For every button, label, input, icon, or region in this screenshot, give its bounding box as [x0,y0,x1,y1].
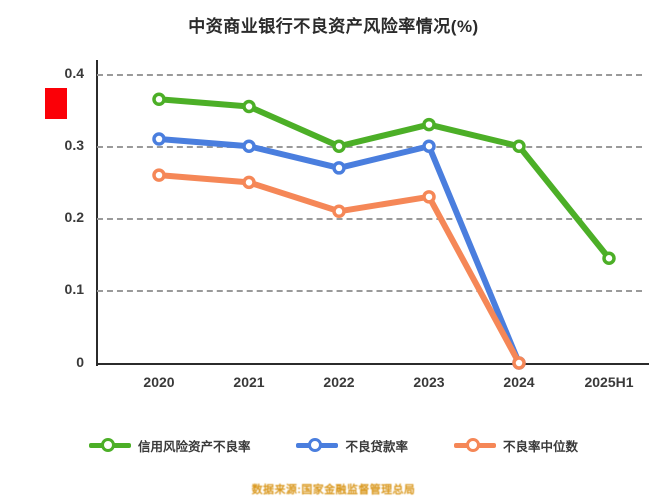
y-axis-labels: 0.4 0.3 0.2 0.1 0 [0,0,92,500]
gridline-0.2 [97,218,642,220]
legend-item-1[interactable]: 不良贷款率 [296,436,408,455]
series-line-2 [156,172,522,366]
data-point-0-5[interactable] [602,251,616,265]
data-point-2-4[interactable] [512,356,526,370]
series-line-0 [156,96,612,262]
data-point-0-4[interactable] [512,139,526,153]
source-note: 数据来源:国家金融监督管理总局 [251,484,416,496]
data-point-0-1[interactable] [242,99,256,114]
x-tick-label-2: 2022 [323,374,355,390]
data-point-1-1[interactable] [242,139,256,153]
y-tick-label-3: 0.1 [64,281,84,297]
gridline-0.3 [97,146,642,148]
legend: 信用风险资产不良率 不良贷款率 不良率中位数 [0,432,667,458]
data-point-0-3[interactable] [422,117,436,132]
x-tick-label-5: 2025H1 [584,374,634,390]
x-tick-label-3: 2023 [413,374,445,390]
legend-dot-2 [466,438,480,452]
data-point-1-2[interactable] [332,161,346,175]
data-point-0-2[interactable] [332,139,346,153]
legend-dot-0 [100,438,115,452]
data-point-1-3[interactable] [422,139,436,153]
data-point-1-0[interactable] [152,132,166,146]
x-tick-label-4: 2024 [503,374,535,390]
x-axis-line [96,363,649,365]
y-tick-label-2: 0.2 [64,209,84,225]
data-point-2-2[interactable] [332,204,346,219]
plot-area [97,60,642,365]
legend-dot-1 [308,438,323,452]
y-axis-line [96,60,98,366]
legend-label-0: 信用风险资产不良率 [137,439,251,454]
data-point-0-0[interactable] [152,92,166,107]
gridline-0.1 [97,290,642,292]
legend-item-0[interactable]: 信用风险资产不良率 [88,436,251,455]
x-tick-label-1: 2021 [233,374,265,390]
data-point-2-3[interactable] [422,190,436,204]
y-tick-label-0: 0.4 [64,65,84,81]
legend-marker-icon-1 [296,437,339,453]
legend-label-2: 不良率中位数 [503,439,579,454]
legend-marker-icon-2 [454,437,496,453]
y-tick-label-4: 0 [76,354,84,370]
legend-marker-icon-0 [88,437,131,453]
data-point-2-0[interactable] [152,168,166,182]
red-marker-badge [45,88,67,119]
legend-label-1: 不良贷款率 [345,439,408,454]
x-tick-label-0: 2020 [143,374,175,390]
page-title: 中资商业银行不良资产风险率情况(%) [188,17,479,36]
legend-item-2[interactable]: 不良率中位数 [454,436,578,455]
gridline-0.4 [97,74,642,76]
data-point-2-1[interactable] [242,175,256,190]
y-tick-label-1: 0.3 [64,137,84,153]
